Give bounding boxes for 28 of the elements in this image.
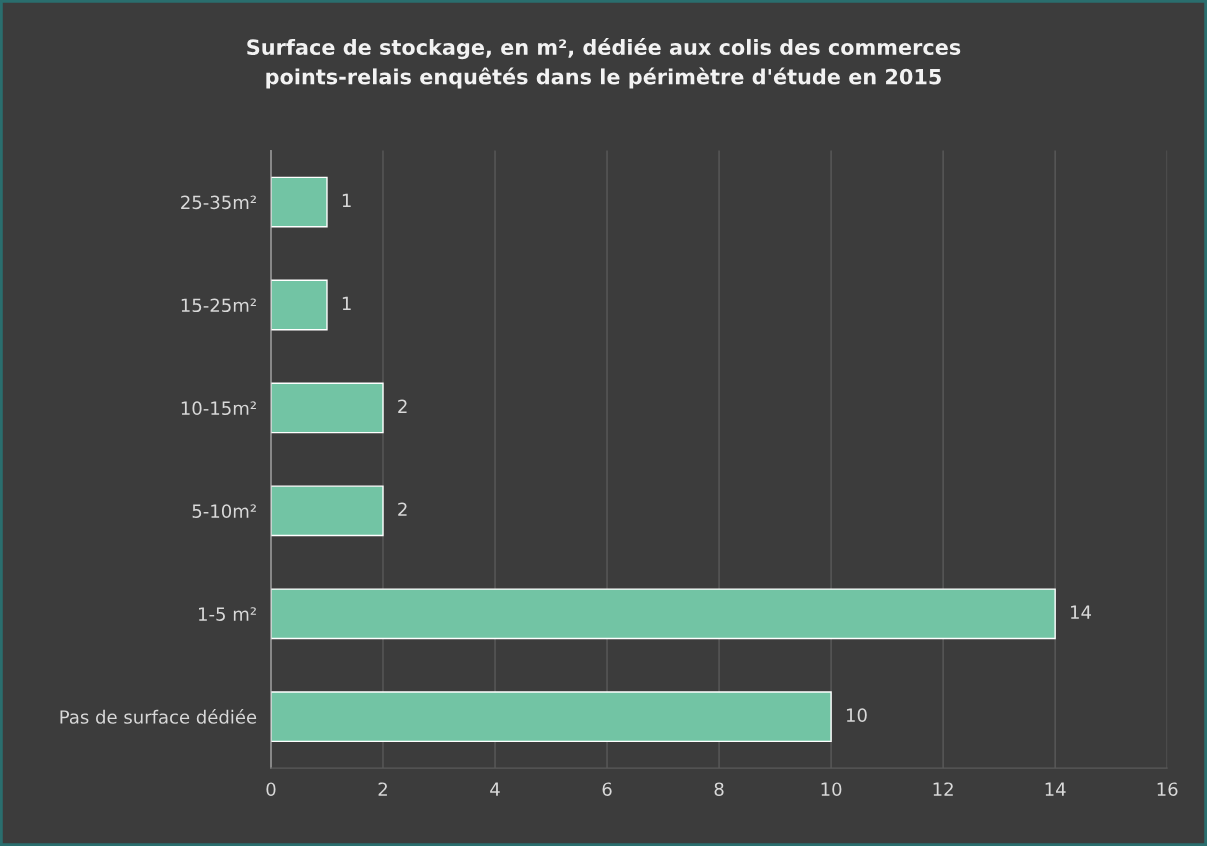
data-label: 1 <box>342 296 351 310</box>
y-tick-label: Pas de surface dédiée <box>60 709 257 724</box>
bar <box>270 588 1056 640</box>
x-tick-label: 6 <box>602 782 612 797</box>
bar <box>270 485 384 537</box>
x-tick-label: 10 <box>821 782 842 797</box>
data-label: 14 <box>1071 605 1091 619</box>
chart-title: Surface de stockage, en m², dédiée aux colis des commerces points-relais enquêtés dans le périmètre d'étude en 2015 <box>247 38 961 89</box>
y-tick-label: 5-10m² <box>192 504 256 518</box>
data-label: 1 <box>342 193 351 208</box>
y-tick-label: 15-25m² <box>181 298 256 313</box>
data-label: 2 <box>398 502 407 516</box>
bar <box>270 382 384 434</box>
data-label: 10 <box>846 708 867 722</box>
x-tick-label: 4 <box>490 782 500 796</box>
y-tick-label: 25-35m² <box>181 195 256 210</box>
x-tick-label: 0 <box>266 782 276 797</box>
data-label: 2 <box>398 399 407 413</box>
x-tick-label: 12 <box>933 782 953 796</box>
bar <box>270 279 328 331</box>
y-tick-label: 1-5 m² <box>199 607 256 621</box>
bar <box>270 176 328 228</box>
x-tick-label: 2 <box>378 782 387 796</box>
y-tick-label: 10-15m² <box>181 401 256 416</box>
x-tick-label: 14 <box>1045 782 1066 796</box>
x-tick-label: 8 <box>714 782 724 797</box>
x-tick-label: 16 <box>1157 782 1178 797</box>
bar <box>270 691 832 743</box>
